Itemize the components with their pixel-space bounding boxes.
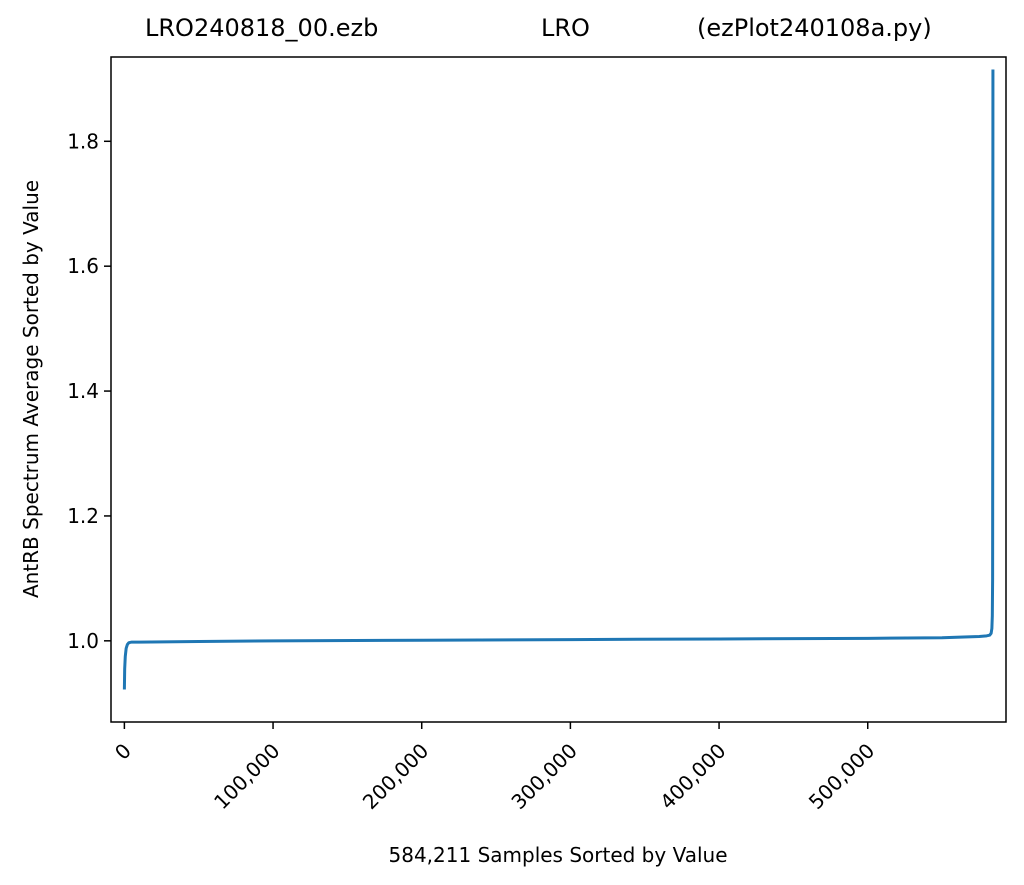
y-tick-label: 1.2 xyxy=(67,504,99,528)
x-tick-label: 300,000 xyxy=(506,739,581,814)
plot-area xyxy=(110,56,1007,723)
x-tick-label: 500,000 xyxy=(804,739,879,814)
x-axis-label: 584,211 Samples Sorted by Value xyxy=(389,843,728,867)
x-axis: 0 100,000 200,000 300,000 400,000 500,000 xyxy=(110,722,879,814)
y-tick-label: 1.8 xyxy=(67,129,99,153)
x-tick-label: 400,000 xyxy=(655,739,730,814)
y-axis-label: AntRB Spectrum Average Sorted by Value xyxy=(19,180,43,598)
x-tick-label: 100,000 xyxy=(209,739,284,814)
y-tick-label: 1.4 xyxy=(67,379,99,403)
series-line xyxy=(122,69,995,690)
chart-title-left: LRO240818_00.ezb xyxy=(145,14,379,42)
y-tick-label: 1.6 xyxy=(67,254,99,278)
x-tick-label: 0 xyxy=(110,739,136,765)
chart-title-center: LRO xyxy=(541,14,590,42)
chart-title-right: (ezPlot240108a.py) xyxy=(697,14,932,42)
x-tick-label: 200,000 xyxy=(358,739,433,814)
y-tick-label: 1.0 xyxy=(67,629,99,653)
y-axis: 1.0 1.2 1.4 1.6 1.8 xyxy=(67,129,111,653)
